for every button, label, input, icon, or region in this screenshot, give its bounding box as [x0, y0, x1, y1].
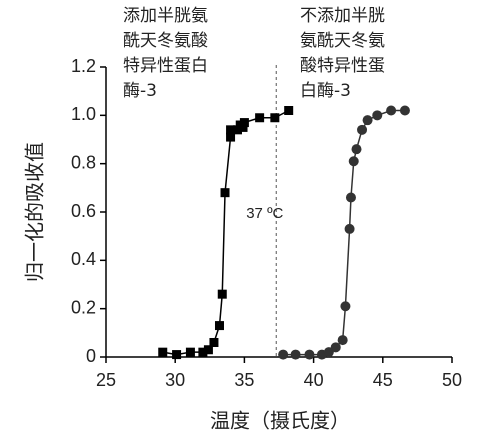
point [340, 301, 351, 312]
point [238, 122, 248, 132]
point [270, 113, 280, 123]
series-line [162, 109, 290, 356]
point [372, 110, 383, 121]
x-tick-label: 35 [234, 370, 254, 390]
point [217, 289, 227, 299]
point [399, 105, 410, 116]
point [290, 349, 301, 360]
annotation: 酰天冬氨酸 [123, 31, 208, 51]
point [232, 125, 242, 135]
x-tick-label: 25 [96, 370, 116, 390]
y-tick-label: 1.2 [71, 56, 96, 76]
point [330, 342, 341, 353]
y-axis-title: 归一化的吸收值 [23, 142, 47, 282]
series-line [283, 109, 405, 356]
point [203, 345, 213, 355]
x-tick-label: 50 [442, 370, 462, 390]
point [362, 115, 373, 126]
point [344, 223, 355, 234]
point [357, 124, 368, 135]
point [214, 321, 224, 331]
y-tick-label: 0.4 [71, 249, 96, 269]
point [284, 106, 294, 115]
point [158, 347, 168, 357]
point [209, 338, 219, 347]
x-tick-label: 40 [304, 370, 324, 390]
x-tick-label: 45 [373, 370, 393, 390]
x-tick-label: 30 [165, 370, 185, 390]
annotation: 白酶-3 [300, 81, 351, 101]
point [351, 144, 362, 155]
y-tick-label: 0.2 [71, 297, 96, 317]
point [226, 125, 236, 135]
x-axis-title: 温度（摄氏度） [210, 409, 350, 433]
point [345, 192, 356, 203]
point [337, 335, 348, 346]
point [278, 349, 289, 360]
y-tick-label: 0.6 [71, 201, 96, 221]
point [239, 118, 249, 128]
y-tick-label: 1.0 [71, 104, 96, 124]
point [255, 113, 265, 123]
reference-label: 37 ºC [246, 205, 283, 222]
annotation: 添加半胱氨 [123, 6, 208, 26]
point [304, 349, 315, 360]
annotation: 酶-3 [123, 81, 157, 101]
point [172, 350, 182, 360]
point [226, 132, 236, 142]
y-tick-label: 0 [86, 346, 96, 366]
point [185, 347, 195, 357]
point [198, 347, 208, 357]
point [220, 188, 230, 198]
y-tick-label: 0.8 [71, 152, 96, 172]
annotation: 不添加半胱 [300, 6, 385, 26]
annotation: 氨酰天冬氨 [300, 31, 385, 51]
annotation: 酸特异性蛋 [300, 56, 385, 76]
point [386, 105, 397, 116]
point [348, 156, 359, 167]
annotation: 特异性蛋白 [123, 56, 208, 76]
